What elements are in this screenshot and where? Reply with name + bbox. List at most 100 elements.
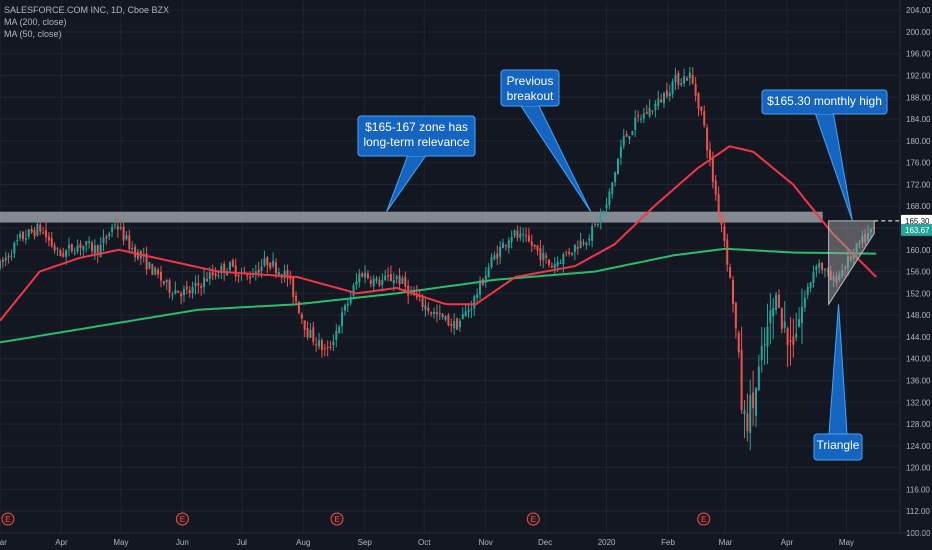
- candle-body: [349, 296, 352, 304]
- candle-body: [315, 344, 318, 346]
- candle-body: [654, 103, 657, 110]
- candle-body: [809, 282, 812, 288]
- candle-body: [24, 238, 27, 240]
- candle-body: [513, 230, 516, 236]
- price-tick-label: 156.00: [906, 268, 931, 277]
- candle-body: [208, 272, 211, 280]
- candle-body: [697, 93, 700, 109]
- candle-body: [295, 296, 298, 302]
- candle-body: [637, 115, 640, 117]
- price-tick-label: 140.00: [906, 355, 931, 364]
- candle-body: [576, 246, 579, 249]
- candle-body: [214, 273, 217, 276]
- candle-body: [119, 227, 122, 229]
- candle-body: [358, 273, 361, 283]
- candle-body: [343, 305, 346, 311]
- candle-body: [154, 267, 157, 275]
- candle-body: [326, 346, 329, 348]
- candle-body: [706, 127, 709, 151]
- ma200-legend-label[interactable]: MA (200, close): [4, 17, 67, 27]
- candle-body: [815, 266, 818, 271]
- price-tick-label: 124.00: [906, 442, 931, 451]
- candle-body: [157, 269, 160, 275]
- candle-body: [85, 241, 88, 245]
- candle-body: [346, 303, 349, 306]
- price-axis[interactable]: 108.00112.00116.00120.00124.00128.00132.…: [899, 0, 932, 550]
- candle-body: [292, 277, 295, 297]
- candle-body: [556, 261, 559, 267]
- candle-body: [502, 242, 505, 249]
- candle-body: [671, 81, 674, 94]
- candle-body: [42, 232, 45, 234]
- candle-body: [568, 251, 571, 254]
- candle-body: [757, 366, 760, 391]
- candle-body: [648, 107, 651, 117]
- candle-body: [545, 255, 548, 258]
- time-tick-label: Mar: [719, 538, 733, 547]
- candle-body: [102, 237, 105, 243]
- candle-body: [510, 236, 513, 242]
- price-tick-label: 120.00: [906, 464, 931, 473]
- candle-body: [795, 333, 798, 338]
- candle-body: [438, 313, 441, 315]
- candle-body: [754, 388, 757, 416]
- earnings-marker-label: E: [701, 515, 706, 524]
- price-tick-label: 200.00: [906, 28, 931, 37]
- candle-body: [622, 136, 625, 146]
- candle-body: [56, 247, 59, 249]
- callout-text-monthly-high: $165.30 monthly high: [767, 94, 882, 108]
- candle-body: [450, 323, 453, 326]
- candle-body: [269, 262, 272, 269]
- candle-body: [539, 248, 542, 261]
- time-tick-label: 2020: [598, 538, 616, 547]
- time-axis[interactable]: Mar Apr May Jun Jul Aug Sep Oct Nov Dec 2020 Feb Mar…: [0, 532, 932, 547]
- price-tick-label: 188.00: [906, 93, 931, 102]
- last-price-label-bg: [901, 223, 932, 236]
- candle-body: [519, 233, 522, 238]
- candle-body: [496, 253, 499, 259]
- candle-body: [338, 326, 341, 334]
- candle-body: [479, 280, 482, 295]
- symbol-title[interactable]: SALESFORCE.COM INC, 1D, Cboe BZX: [4, 5, 170, 15]
- earnings-marker: [697, 512, 711, 526]
- candle-body: [642, 113, 645, 119]
- candle-body: [162, 281, 165, 284]
- candle-body: [36, 224, 39, 236]
- candle-body: [467, 309, 470, 313]
- candle-body: [289, 276, 292, 280]
- time-tick-label: May: [113, 538, 128, 547]
- candle-body: [111, 226, 114, 232]
- candle-body: [700, 106, 703, 111]
- price-tick-label: 144.00: [906, 333, 931, 342]
- candle-body: [677, 72, 680, 85]
- candle-body: [783, 321, 786, 328]
- candle-body: [760, 346, 763, 361]
- candle-body: [277, 272, 280, 276]
- resistance-zone-layer: [0, 211, 823, 223]
- candle-body: [177, 290, 180, 293]
- ma50-legend-label[interactable]: MA (50, close): [4, 29, 62, 39]
- candle-body: [260, 266, 263, 272]
- callout-box-triangle: [813, 433, 863, 461]
- candle-body: [392, 280, 395, 284]
- candle-body: [194, 282, 197, 286]
- candle-body: [234, 265, 237, 277]
- candle-body: [381, 279, 384, 285]
- time-tick-label: Dec: [538, 538, 552, 547]
- candle-body: [444, 316, 447, 320]
- price-tick-label: 136.00: [906, 377, 931, 386]
- candle-body: [573, 244, 576, 252]
- candle-body: [79, 243, 82, 248]
- candle-body: [223, 263, 226, 273]
- candle-body: [720, 214, 723, 225]
- last-price-label: 163.67: [905, 226, 930, 235]
- candle-body: [703, 111, 706, 126]
- ma50-line: [0, 145, 877, 322]
- candle-body: [67, 245, 70, 249]
- candle-body: [691, 74, 694, 84]
- candle-body: [180, 293, 183, 297]
- candle-body: [821, 263, 824, 271]
- candle-body: [191, 287, 194, 294]
- candle-body: [594, 223, 597, 225]
